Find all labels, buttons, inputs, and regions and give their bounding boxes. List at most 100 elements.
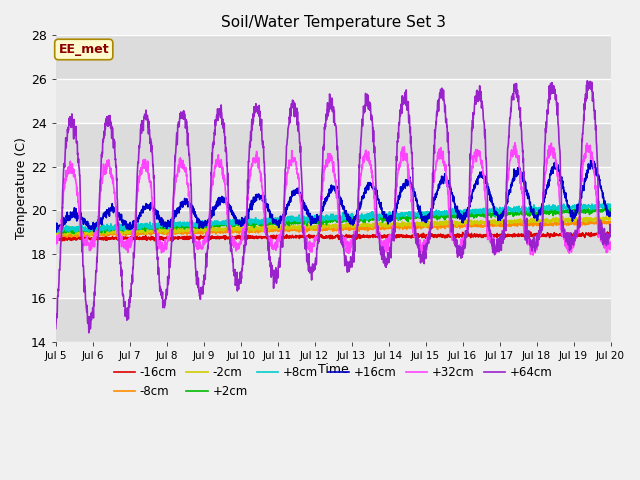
+64cm — [207, 185, 214, 191]
+64cm — [607, 229, 614, 235]
+64cm — [85, 330, 93, 336]
-2cm — [558, 217, 566, 223]
+2cm — [52, 227, 60, 233]
+16cm — [495, 216, 502, 221]
-16cm — [207, 236, 214, 242]
Bar — [56, 210, 611, 254]
+32cm — [361, 151, 369, 157]
-8cm — [573, 220, 581, 226]
-8cm — [349, 225, 357, 231]
Line: +64cm: +64cm — [56, 81, 611, 333]
Bar — [56, 123, 611, 167]
Bar — [56, 36, 611, 79]
Bar — [56, 79, 611, 123]
+2cm — [573, 207, 581, 213]
Text: EE_met: EE_met — [58, 43, 109, 56]
+8cm — [349, 214, 357, 219]
+8cm — [362, 215, 369, 220]
+8cm — [573, 205, 581, 211]
+8cm — [607, 203, 614, 209]
+16cm — [587, 157, 595, 163]
-16cm — [52, 234, 60, 240]
-8cm — [600, 217, 607, 223]
+2cm — [602, 203, 609, 208]
Bar — [56, 254, 611, 298]
+64cm — [52, 326, 60, 332]
-16cm — [362, 233, 369, 239]
+8cm — [207, 220, 214, 226]
-2cm — [52, 233, 60, 239]
+8cm — [558, 205, 566, 211]
-8cm — [52, 232, 60, 238]
+64cm — [495, 241, 502, 247]
+8cm — [495, 209, 502, 215]
+2cm — [349, 216, 357, 222]
Y-axis label: Temperature (C): Temperature (C) — [15, 138, 28, 240]
X-axis label: Time: Time — [317, 363, 348, 376]
+64cm — [573, 231, 581, 237]
+8cm — [85, 229, 93, 235]
+2cm — [362, 215, 369, 220]
+32cm — [607, 239, 614, 245]
+16cm — [349, 218, 357, 224]
+32cm — [511, 140, 519, 145]
Line: +16cm: +16cm — [56, 160, 611, 232]
+16cm — [573, 209, 581, 215]
+32cm — [573, 231, 581, 237]
+64cm — [584, 78, 591, 84]
-8cm — [362, 225, 369, 230]
Line: -16cm: -16cm — [56, 232, 611, 241]
Legend: -16cm, -8cm, -2cm, +2cm, +8cm, +16cm, +32cm, +64cm: -16cm, -8cm, -2cm, +2cm, +8cm, +16cm, +3… — [109, 362, 557, 403]
Bar — [56, 167, 611, 210]
+32cm — [52, 241, 60, 247]
+2cm — [207, 222, 214, 228]
-2cm — [559, 214, 566, 219]
+32cm — [494, 241, 502, 247]
+64cm — [362, 104, 369, 110]
-8cm — [607, 218, 614, 224]
+32cm — [349, 239, 357, 245]
-8cm — [495, 222, 502, 228]
Bar — [56, 298, 611, 342]
+16cm — [558, 174, 566, 180]
-16cm — [59, 238, 67, 244]
-16cm — [607, 233, 614, 239]
+16cm — [362, 185, 369, 191]
Line: +2cm: +2cm — [56, 205, 611, 234]
-16cm — [604, 229, 611, 235]
-16cm — [495, 233, 502, 239]
-8cm — [68, 234, 76, 240]
-2cm — [207, 228, 214, 234]
+16cm — [607, 210, 614, 216]
-8cm — [558, 221, 566, 227]
+2cm — [495, 210, 502, 216]
-16cm — [573, 232, 581, 238]
Title: Soil/Water Temperature Set 3: Soil/Water Temperature Set 3 — [221, 15, 445, 30]
+16cm — [52, 225, 60, 231]
+2cm — [79, 231, 86, 237]
+2cm — [558, 210, 566, 216]
+8cm — [52, 228, 60, 234]
-2cm — [607, 216, 614, 222]
+2cm — [607, 208, 614, 214]
Line: -8cm: -8cm — [56, 220, 611, 237]
+64cm — [349, 252, 357, 257]
+32cm — [558, 224, 566, 230]
+32cm — [529, 252, 537, 258]
-2cm — [52, 231, 60, 237]
-2cm — [495, 221, 502, 227]
-16cm — [349, 234, 357, 240]
+16cm — [207, 214, 214, 219]
Line: +32cm: +32cm — [56, 143, 611, 255]
+32cm — [207, 200, 214, 205]
-8cm — [207, 229, 214, 235]
+8cm — [595, 199, 603, 204]
+64cm — [558, 221, 566, 227]
-2cm — [362, 222, 369, 228]
+16cm — [52, 229, 60, 235]
Line: +8cm: +8cm — [56, 202, 611, 232]
-2cm — [349, 222, 357, 228]
-16cm — [558, 231, 566, 237]
Line: -2cm: -2cm — [56, 216, 611, 236]
-2cm — [573, 216, 581, 222]
